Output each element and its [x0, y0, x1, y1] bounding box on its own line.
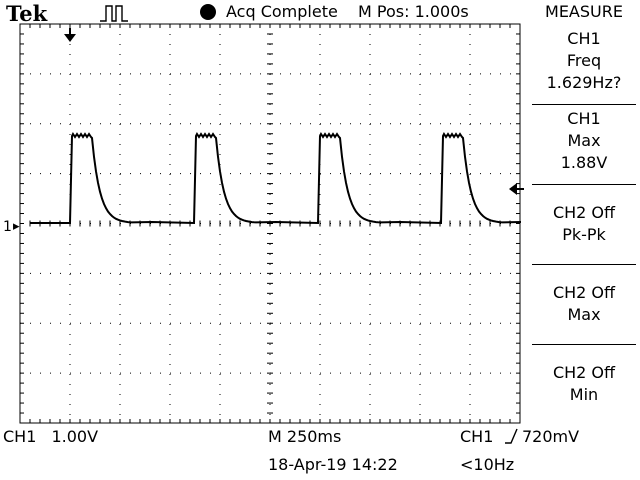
- ch1-volts-per-div: 1.00V: [51, 427, 99, 446]
- measure-source: CH1: [567, 29, 601, 48]
- acquisition-status: Acq Complete: [226, 2, 338, 21]
- menu-divider: [532, 264, 636, 265]
- menu-title: MEASURE: [545, 2, 623, 21]
- menu-divider: [532, 104, 636, 105]
- measure-value: 1.629Hz?: [546, 73, 622, 92]
- measure-slot-5[interactable]: CH2 Off Min: [530, 362, 638, 406]
- measure-type: Max: [567, 305, 601, 324]
- ground-arrow-glyph: ▸: [13, 219, 20, 234]
- measure-slot-3[interactable]: CH2 Off Pk-Pk: [530, 202, 638, 246]
- datetime-readout: 18-Apr-19 14:22: [268, 455, 398, 474]
- trigger-level: 720mV: [522, 427, 580, 446]
- ch1-ground-marker: 1: [3, 219, 12, 235]
- measure-slot-1[interactable]: CH1 Freq 1.629Hz?: [530, 28, 638, 94]
- measure-type: Max: [567, 131, 601, 150]
- trigger-source: CH1: [460, 427, 494, 446]
- measure-type: Freq: [566, 51, 602, 70]
- measure-source: CH2 Off: [552, 363, 616, 382]
- ch1-label: CH1: [3, 427, 37, 446]
- menu-divider: [532, 344, 636, 345]
- graticule: [19, 23, 521, 424]
- measure-source: CH2 Off: [552, 203, 616, 222]
- measure-slot-2[interactable]: CH1 Max 1.88V: [530, 108, 638, 174]
- ch1-scale-readout: CH1 1.00V: [3, 428, 98, 446]
- measure-value: 1.88V: [560, 153, 608, 172]
- timebase-readout: M 250ms: [268, 427, 342, 446]
- rising-edge-icon: [505, 428, 518, 444]
- down-arrow-icon: [64, 28, 76, 42]
- measure-source: CH2 Off: [552, 283, 616, 302]
- acquisition-status-icon: [200, 4, 216, 20]
- ch1-trace: [30, 132, 521, 225]
- screen-markers: [64, 28, 524, 195]
- measure-type: Min: [569, 385, 599, 404]
- brand-logo: Tek: [6, 1, 48, 26]
- measure-type: Pk-Pk: [562, 225, 606, 244]
- menu-divider: [532, 184, 636, 185]
- measure-menu: MEASURE CH1 Freq 1.629Hz? CH1 Max 1.88V …: [530, 0, 640, 423]
- pulse-train-icon: [100, 5, 128, 22]
- trigger-frequency-indicator: <10Hz: [460, 455, 515, 474]
- main-position-readout: M Pos: 1.000s: [358, 2, 469, 21]
- measure-source: CH1: [567, 109, 601, 128]
- measure-slot-4[interactable]: CH2 Off Max: [530, 282, 638, 326]
- left-arrow-icon: [509, 183, 524, 195]
